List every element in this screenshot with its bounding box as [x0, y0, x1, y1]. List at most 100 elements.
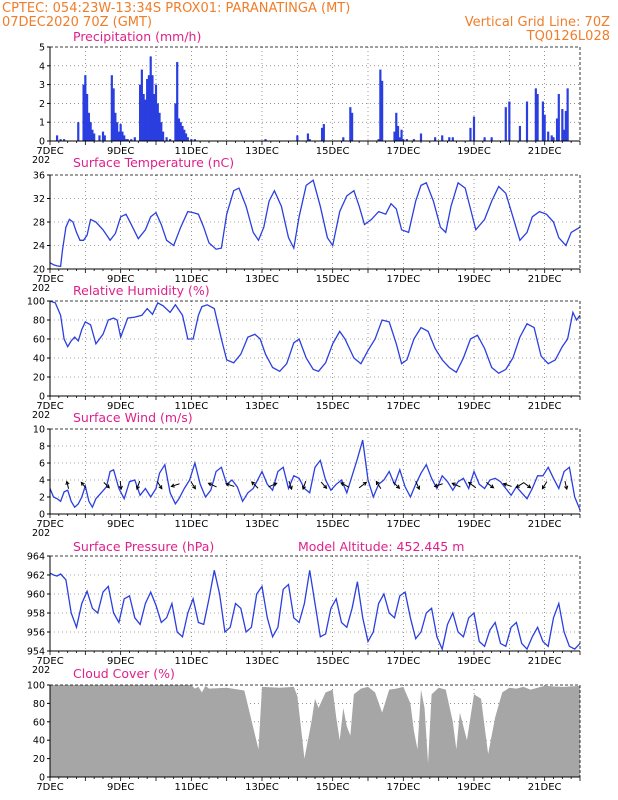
wind-arrow	[80, 481, 87, 489]
precip-bar	[563, 129, 566, 141]
precip-bar	[264, 139, 267, 141]
wind-arrow	[485, 481, 495, 489]
precip-bar	[93, 133, 96, 141]
x-tick-label: 15DEC	[316, 401, 350, 412]
precip-bar	[151, 75, 154, 141]
y-tick-label: 0	[39, 137, 45, 148]
y-tick-label: 962	[27, 571, 45, 582]
x-tick-label: 7DEC	[36, 519, 63, 530]
wind-arrow	[268, 482, 278, 488]
precip-bar	[419, 133, 423, 141]
x-tick-label: 13DEC	[245, 782, 279, 793]
precip-bar	[472, 116, 476, 141]
precip-bar	[490, 137, 493, 141]
wind-arrow	[65, 480, 70, 489]
precip-bar	[541, 101, 544, 141]
wind-arrow	[467, 481, 477, 489]
precip-bar	[101, 131, 105, 141]
x-tick-label: 13DEC	[245, 401, 279, 412]
x-tick-label: 13DEC	[245, 656, 279, 667]
precip-bar	[508, 101, 511, 141]
x-tick-label: 13DEC	[245, 274, 279, 285]
x-tick-label: 7DEC	[36, 782, 63, 793]
precip-bar	[395, 112, 398, 141]
x-tick-label: 13DEC	[245, 146, 279, 157]
y-tick-label: 40	[33, 736, 45, 747]
y-tick-label: 28	[33, 218, 45, 229]
wind-arrow	[288, 480, 293, 491]
precip-bar	[536, 94, 539, 141]
x-tick-label: 21DEC	[528, 519, 562, 530]
header-model-code: TQ0126L028	[526, 29, 610, 44]
precip-bar	[77, 122, 80, 141]
x-tick-label: 15DEC	[316, 782, 350, 793]
y-tick-label: 24	[33, 241, 45, 252]
y-tick-label: 10	[33, 425, 45, 436]
x-tick-label: 9DEC	[107, 274, 134, 285]
x-tick-label: 13DEC	[245, 519, 279, 530]
precip-bar	[59, 139, 62, 141]
panel-title: Surface Temperature (nC)	[73, 155, 234, 170]
precip-bar	[405, 139, 408, 141]
x-tick-label: 17DEC	[386, 656, 420, 667]
wind-arrow	[207, 482, 217, 488]
precip-bar	[82, 84, 85, 141]
precip-bar	[124, 139, 128, 141]
precip-bar	[119, 124, 122, 141]
x-year-label: 202	[32, 283, 50, 294]
precip-bar	[306, 133, 310, 141]
x-tick-label: 19DEC	[457, 146, 491, 157]
precip-bar	[557, 94, 560, 141]
cloud-cover-area	[50, 685, 580, 777]
y-tick-label: 1	[39, 118, 45, 129]
precip-bar	[55, 135, 59, 141]
y-tick-label: 20	[33, 265, 45, 276]
precip-bar	[186, 137, 189, 141]
x-tick-label: 19DEC	[457, 782, 491, 793]
precip-bar	[320, 127, 324, 141]
panel-5	[47, 555, 581, 655]
precip-bar	[114, 112, 117, 141]
precip-bar	[146, 78, 149, 141]
x-tick-label: 21DEC	[528, 401, 562, 412]
precip-bar	[158, 112, 161, 141]
y-tick-label: 954	[27, 647, 45, 658]
precip-bar	[555, 118, 559, 141]
header-station: CPTEC: 054:23W-13:34S PROX01: PARANATING…	[2, 1, 351, 16]
precip-bar	[393, 131, 396, 141]
wind-arrow	[340, 482, 350, 488]
precip-bar	[412, 139, 416, 141]
precip-bar	[133, 137, 136, 141]
wind-arrow	[392, 481, 401, 489]
wind-arrow	[358, 481, 368, 489]
x-tick-label: 11DEC	[174, 782, 208, 793]
precip-bar	[550, 135, 553, 141]
precip-bar	[160, 122, 163, 141]
wind-arrow	[156, 481, 163, 490]
y-tick-label: 0	[39, 392, 45, 403]
precip-bar	[177, 118, 181, 141]
precip-bar	[116, 122, 119, 141]
y-tick-label: 6	[39, 459, 45, 470]
precip-bar	[103, 135, 106, 141]
x-tick-label: 9DEC	[107, 146, 134, 157]
precip-bar	[441, 135, 444, 141]
precip-bar	[179, 122, 182, 141]
x-year-label: 202	[32, 528, 50, 539]
y-tick-label: 80	[33, 699, 45, 710]
wind-arrow	[433, 483, 443, 488]
precip-bar	[448, 137, 451, 141]
panel-1	[47, 46, 581, 145]
wind-arrow	[118, 480, 123, 491]
x-tick-label: 19DEC	[457, 274, 491, 285]
x-tick-label: 11DEC	[174, 519, 208, 530]
panel-title: Surface Pressure (hPa)	[73, 539, 214, 554]
precip-bar	[147, 75, 151, 141]
x-tick-label: 11DEC	[174, 401, 208, 412]
wind-arrow	[375, 480, 382, 489]
precip-bar	[402, 139, 405, 141]
precip-bar	[504, 107, 507, 141]
x-tick-label: 11DEC	[174, 146, 208, 157]
precip-bar	[296, 135, 299, 141]
